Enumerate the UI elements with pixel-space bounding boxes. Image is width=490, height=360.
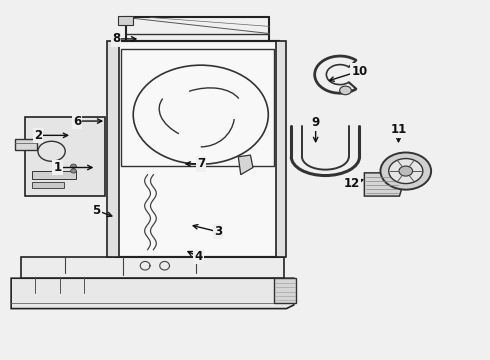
Bar bbox=[32, 171, 76, 179]
Bar bbox=[121, 49, 274, 166]
Polygon shape bbox=[25, 117, 105, 196]
Bar bbox=[276, 41, 287, 257]
Circle shape bbox=[380, 153, 431, 190]
Text: 9: 9 bbox=[312, 116, 320, 129]
Bar bbox=[32, 182, 64, 188]
Circle shape bbox=[71, 164, 76, 168]
Bar bbox=[116, 41, 279, 257]
Polygon shape bbox=[365, 173, 403, 196]
Circle shape bbox=[389, 158, 423, 184]
Text: 6: 6 bbox=[73, 114, 81, 127]
Text: 8: 8 bbox=[112, 32, 120, 45]
Text: 4: 4 bbox=[195, 250, 203, 263]
Text: 7: 7 bbox=[197, 157, 205, 170]
Polygon shape bbox=[238, 155, 253, 175]
Polygon shape bbox=[274, 278, 296, 303]
Polygon shape bbox=[15, 139, 37, 150]
Polygon shape bbox=[21, 257, 284, 278]
Circle shape bbox=[71, 169, 76, 173]
Text: 12: 12 bbox=[344, 177, 360, 190]
Bar bbox=[107, 41, 119, 257]
Text: 10: 10 bbox=[351, 64, 368, 77]
Text: 11: 11 bbox=[391, 123, 407, 136]
Circle shape bbox=[340, 86, 351, 95]
Text: 3: 3 bbox=[214, 225, 222, 238]
Text: 5: 5 bbox=[92, 204, 100, 217]
Polygon shape bbox=[11, 278, 294, 309]
Bar bbox=[118, 16, 133, 24]
Text: 2: 2 bbox=[34, 129, 42, 142]
Text: 1: 1 bbox=[53, 161, 61, 174]
Bar bbox=[116, 41, 279, 257]
Circle shape bbox=[399, 166, 413, 176]
